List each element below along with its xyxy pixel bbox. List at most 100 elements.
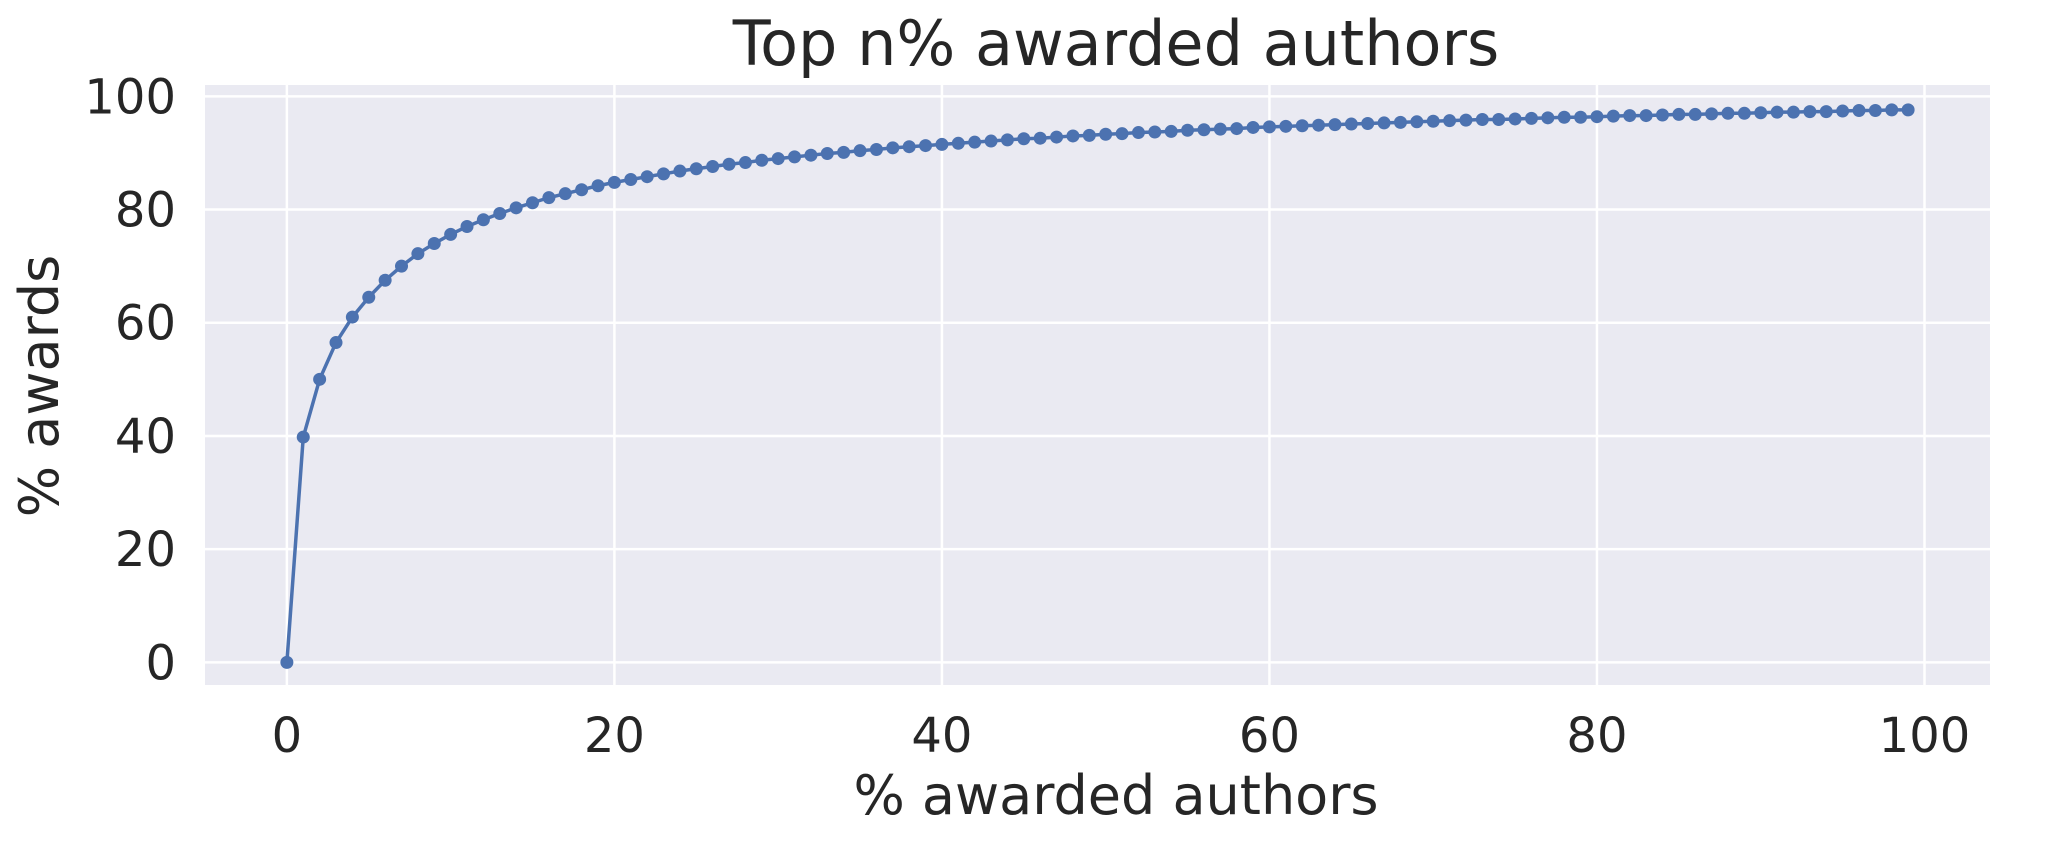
data-point (509, 201, 523, 215)
data-point (1868, 103, 1882, 117)
data-point (706, 160, 720, 174)
data-point (1000, 133, 1014, 147)
data-point (1443, 114, 1457, 128)
data-point (804, 148, 818, 162)
x-tick-labels: 0 20 40 60 80 100 (272, 708, 1971, 764)
data-point (1836, 104, 1850, 118)
series-line (285, 108, 1909, 663)
data-point (1017, 132, 1031, 146)
data-point (526, 196, 540, 210)
data-point (1754, 106, 1768, 120)
x-tick-label: 80 (1566, 708, 1627, 764)
data-point (689, 162, 703, 176)
data-point (313, 372, 327, 386)
data-point (738, 156, 752, 170)
data-point (1655, 108, 1669, 122)
chart-title: Top n% awarded authors (732, 7, 1500, 80)
data-point (329, 336, 343, 350)
data-point (771, 152, 785, 166)
data-point (444, 227, 458, 241)
data-point (886, 141, 900, 155)
data-point (853, 144, 867, 158)
data-point (280, 655, 294, 669)
data-point (1623, 109, 1637, 123)
x-axis-label: % awarded authors (853, 764, 1378, 827)
data-point (935, 137, 949, 151)
x-tick-label: 60 (1239, 708, 1300, 764)
data-point (968, 135, 982, 149)
data-series (280, 103, 1915, 669)
data-point (951, 136, 965, 150)
y-tick-label: 100 (84, 69, 176, 125)
data-point (820, 146, 834, 160)
data-point (1099, 127, 1113, 141)
data-point (1262, 120, 1276, 134)
data-point (1688, 107, 1702, 121)
data-point (1295, 119, 1309, 133)
data-point (1393, 115, 1407, 129)
data-point (1508, 112, 1522, 126)
data-point (837, 145, 851, 159)
data-point (1230, 122, 1244, 136)
data-point (607, 175, 621, 189)
data-point (411, 247, 425, 261)
data-point (296, 430, 310, 444)
data-point (395, 259, 409, 273)
y-tick-label: 40 (115, 409, 176, 465)
data-point (624, 173, 638, 187)
y-tick-labels: 0 20 40 60 80 100 (84, 69, 176, 691)
data-point (1328, 118, 1342, 132)
data-point (1344, 117, 1358, 131)
data-point (1852, 103, 1866, 117)
data-point (542, 191, 556, 205)
x-tick-label: 40 (911, 708, 972, 764)
data-point (673, 164, 687, 178)
data-point (1279, 119, 1293, 133)
y-tick-label: 80 (115, 183, 176, 239)
data-point (1082, 128, 1096, 142)
data-point (1901, 103, 1915, 117)
data-point (1410, 115, 1424, 129)
data-point (1574, 110, 1588, 124)
data-point (1606, 109, 1620, 123)
data-point (1426, 114, 1440, 128)
data-point (788, 150, 802, 164)
data-point (1524, 111, 1538, 125)
data-point (460, 220, 474, 234)
data-point (575, 183, 589, 197)
data-point (1557, 110, 1571, 124)
data-point (1459, 113, 1473, 127)
data-point (1197, 123, 1211, 137)
data-point (1312, 118, 1326, 132)
data-point (1885, 103, 1899, 117)
data-point (1181, 123, 1195, 137)
y-axis-label: % awards (8, 255, 71, 518)
data-point (919, 139, 933, 153)
x-tick-label: 100 (1879, 708, 1971, 764)
data-point (1770, 105, 1784, 119)
data-point (1639, 109, 1653, 123)
data-point (427, 236, 441, 250)
data-point (1786, 105, 1800, 119)
data-point (657, 167, 671, 181)
data-point (1361, 116, 1375, 130)
x-tick-label: 0 (272, 708, 303, 764)
data-point (1066, 129, 1080, 143)
data-point (1246, 120, 1260, 134)
plot-area (205, 85, 1990, 685)
data-point (755, 153, 769, 167)
data-point (1672, 107, 1686, 121)
data-point (1737, 106, 1751, 120)
data-point (1131, 126, 1145, 140)
data-point (345, 310, 359, 324)
data-point (378, 273, 392, 287)
data-point (1705, 107, 1719, 121)
data-point (1475, 113, 1489, 127)
data-point (558, 187, 572, 201)
data-point (640, 170, 654, 184)
data-point (984, 134, 998, 148)
x-tick-label: 20 (584, 708, 645, 764)
data-point (1377, 116, 1391, 130)
data-point (1803, 105, 1817, 119)
